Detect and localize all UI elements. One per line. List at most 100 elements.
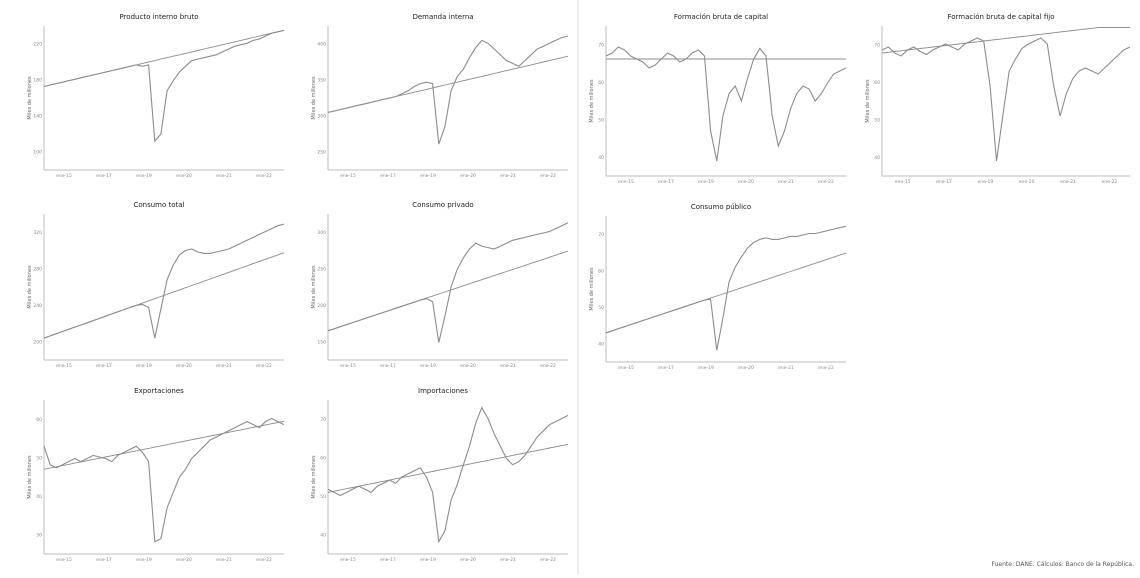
y-tick-label: 300 [317,230,326,236]
chart-title: Exportaciones [134,387,184,395]
y-tick-label: 60 [320,455,326,461]
x-tick-label: ene-15 [340,363,356,369]
y-tick-label: 70 [598,42,604,48]
y-tick-label: 180 [33,78,42,84]
y-axis-label: Miles de millones [27,265,33,309]
x-tick-label: ene-17 [96,173,112,179]
chart-consumo-publico: Consumo público Miles de millones 40 50 60 70… [589,203,847,371]
chart-exportaciones: Exportaciones Miles de millones 30 40 50 60 en… [27,387,285,563]
x-tick-label: ene-15 [56,557,72,563]
x-tick-label: ene-19 [136,557,152,563]
series-line [327,35,569,145]
y-tick-label: 40 [320,532,326,538]
y-tick-label: 200 [33,339,42,345]
y-axis-label: Miles de millones [311,76,317,120]
x-tick-label: ene-17 [380,363,396,369]
y-tick-label: 50 [874,117,880,123]
y-axis-label: Miles de millones [27,76,33,120]
x-tick-label: ene-19 [420,173,436,179]
source-note: Fuente: DANE. Cálculos: Banco de la Repú… [991,561,1135,568]
y-tick-label: 100 [33,150,42,156]
x-tick-label: ene-15 [618,179,634,185]
series-line [43,223,285,339]
x-tick-label: ene-22 [256,173,272,179]
y-tick-label: 50 [598,305,604,311]
x-tick-label: ene-21 [216,557,232,563]
x-tick-label: ene-19 [136,173,152,179]
x-tick-label: ene-21 [778,179,794,185]
y-tick-label: 250 [317,266,326,272]
x-tick-label: ene-19 [977,179,993,185]
chart-title: Formación bruta de capital [674,13,768,21]
x-tick-label: ene-22 [1101,179,1117,185]
chart-fbk: Formación bruta de capital Miles de millo… [589,13,847,185]
x-tick-label: ene-15 [895,179,911,185]
y-axis-label: Miles de millones [865,79,871,123]
x-tick-label: ene-17 [380,173,396,179]
x-tick-label: ene-20 [176,173,192,179]
x-tick-label: ene-20 [176,363,192,369]
y-tick-label: 50 [36,455,42,461]
y-tick-label: 50 [598,117,604,123]
x-tick-label: ene-22 [818,179,834,185]
chart-consumo-privado: Consumo privado Miles de millones 150 200 25… [311,201,569,369]
y-tick-label: 50 [320,494,326,500]
x-tick-label: ene-20 [460,557,476,563]
x-tick-label: ene-20 [1019,179,1035,185]
y-tick-label: 140 [33,114,42,120]
x-tick-label: ene-21 [216,363,232,369]
y-tick-label: 70 [874,42,880,48]
chart-title: Producto interno bruto [119,13,198,21]
chart-title: Consumo total [133,201,184,209]
y-tick-label: 70 [598,232,604,238]
series-line [605,225,847,351]
chart-consumo-total: Consumo total Miles de millones 200 240 280 3… [27,201,285,369]
x-tick-label: ene-22 [540,557,556,563]
y-tick-label: 60 [598,80,604,86]
x-tick-label: ene-22 [256,363,272,369]
x-tick-label: ene-20 [176,557,192,563]
x-tick-label: ene-17 [380,557,396,563]
y-axis-label: Miles de millones [311,265,317,309]
x-tick-label: ene-19 [420,557,436,563]
x-tick-label: ene-15 [56,363,72,369]
y-tick-label: 240 [33,303,42,309]
y-tick-label: 250 [317,150,326,156]
y-axis-label: Miles de millones [27,455,33,499]
x-tick-label: ene-15 [618,365,634,371]
y-axis-label: Miles de millones [589,267,595,311]
x-tick-label: ene-19 [420,363,436,369]
x-tick-label: ene-19 [136,363,152,369]
x-tick-label: ene-15 [340,557,356,563]
y-tick-label: 350 [317,78,326,84]
y-tick-label: 70 [320,417,326,423]
x-tick-label: ene-20 [738,365,754,371]
x-tick-label: ene-17 [658,179,674,185]
y-axis-label: Miles de millones [589,79,595,123]
y-tick-label: 220 [33,42,42,48]
x-tick-label: ene-20 [460,363,476,369]
y-tick-label: 30 [36,532,42,538]
x-tick-label: ene-22 [818,365,834,371]
x-tick-label: ene-22 [540,173,556,179]
x-tick-label: ene-17 [658,365,674,371]
y-tick-label: 40 [36,494,42,500]
y-tick-label: 40 [598,341,604,347]
chart-importaciones: Importaciones Miles de millones 40 50 60 70 en… [311,387,569,563]
trend-line [43,420,285,470]
x-tick-label: ene-15 [340,173,356,179]
x-tick-label: ene-17 [96,363,112,369]
chart-title: Consumo público [691,203,751,211]
y-tick-label: 320 [33,230,42,236]
chart-title: Demanda interna [412,13,473,21]
y-tick-label: 40 [598,155,604,161]
y-tick-label: 400 [317,42,326,48]
x-tick-label: ene-19 [698,179,714,185]
y-tick-label: 150 [317,339,326,345]
y-tick-label: 60 [598,268,604,274]
x-tick-label: ene-21 [778,365,794,371]
trend-line [881,27,1130,54]
